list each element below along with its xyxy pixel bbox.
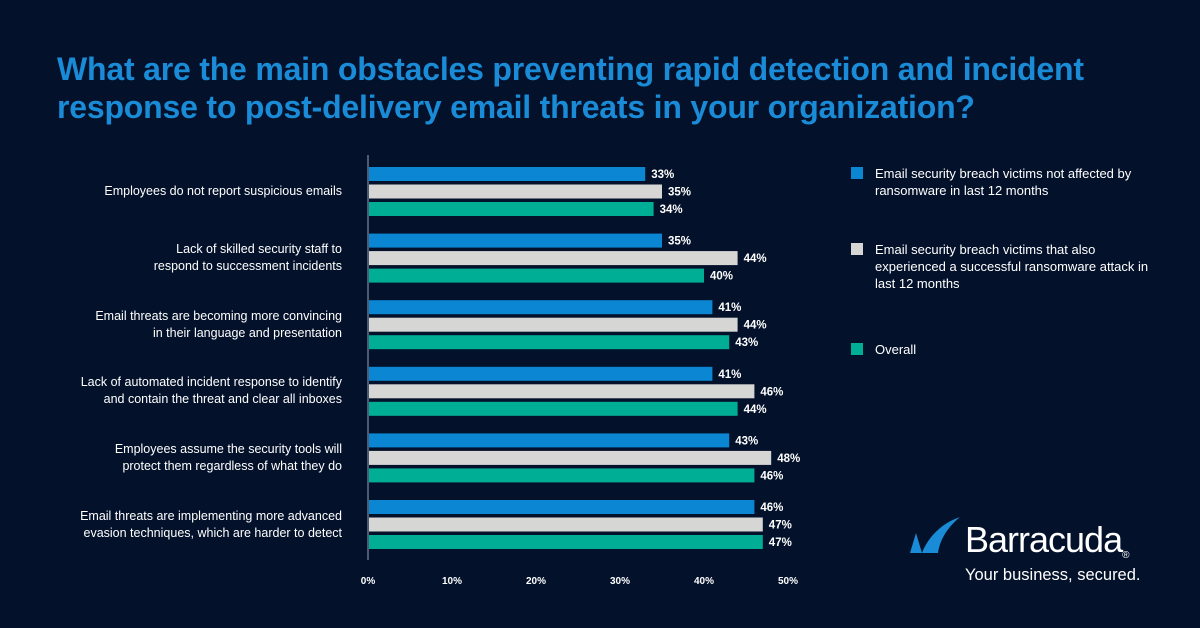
bar-value-label: 44%	[744, 404, 767, 416]
bar	[369, 251, 738, 266]
category-label-line: and contain the threat and clear all inb…	[103, 392, 342, 407]
category-label-line: Employees assume the security tools will	[114, 441, 342, 456]
bar-value-label: 48%	[777, 453, 800, 465]
category-label-line: Email threats are implementing more adva…	[80, 508, 342, 523]
bar	[369, 517, 763, 532]
bar-value-label: 41%	[718, 302, 741, 314]
x-tick-label: 10%	[442, 576, 462, 587]
category-label: Email threats are becoming more convinci…	[22, 308, 342, 342]
bar	[369, 202, 654, 216]
category-label-line: Employees do not report suspicious email…	[104, 184, 342, 198]
x-tick-label: 50%	[778, 576, 798, 587]
legend-item: Email security breach victims not affect…	[851, 165, 1161, 199]
chart-title: What are the main obstacles preventing r…	[57, 51, 1084, 125]
x-tick-label: 20%	[526, 576, 546, 587]
bar	[369, 300, 713, 315]
bar-value-label: 46%	[760, 470, 783, 482]
bar	[369, 535, 763, 549]
category-label: Lack of automated incident response to i…	[22, 374, 342, 408]
bar	[369, 384, 755, 399]
category-label-line: Email threats are becoming more convinci…	[95, 308, 342, 323]
x-tick-label: 30%	[610, 576, 630, 587]
bar	[369, 468, 755, 483]
bar-value-label: 40%	[710, 271, 733, 283]
bar-value-label: 44%	[744, 253, 767, 265]
legend-item: Overall	[851, 341, 1161, 358]
bar-value-label: 35%	[668, 236, 691, 248]
bar	[369, 184, 662, 199]
category-label-line: in their language and presentation	[152, 325, 342, 340]
bar-value-label: 41%	[718, 369, 741, 381]
legend-label: Email security breach victims not affect…	[875, 166, 1132, 198]
bar-value-label: 35%	[668, 187, 691, 199]
bar-value-label: 46%	[760, 386, 783, 398]
bar-value-label: 43%	[735, 435, 758, 447]
legend-swatch	[851, 167, 863, 179]
bar-value-label: 47%	[769, 537, 792, 549]
bar-value-label: 34%	[660, 204, 683, 216]
bar	[369, 268, 704, 283]
bar	[369, 433, 730, 448]
category-label-line: evasion techniques, which are harder to …	[83, 525, 343, 540]
bar-value-label: 47%	[769, 520, 792, 532]
bar	[369, 366, 713, 381]
x-tick-label: 40%	[694, 576, 714, 587]
category-label: Employees do not report suspicious email…	[22, 183, 342, 200]
brand-name: Barracuda®	[965, 519, 1130, 561]
category-label-line: respond to successment incidents	[153, 259, 342, 274]
legend-swatch	[851, 343, 863, 355]
category-label: Email threats are implementing more adva…	[22, 508, 342, 542]
barracuda-fin-logo-icon	[910, 517, 960, 553]
legend-item: Email security breach victims that also …	[851, 241, 1161, 292]
category-label: Employees assume the security tools will…	[22, 441, 342, 475]
category-label-line: Lack of automated incident response to i…	[80, 375, 342, 390]
bar-value-label: 44%	[744, 320, 767, 332]
brand-tagline: Your business, secured.	[965, 566, 1141, 584]
bar	[369, 450, 772, 465]
bar-value-label: 43%	[735, 337, 758, 349]
bar-value-label: 33%	[651, 169, 674, 181]
bar	[369, 401, 738, 416]
bar	[369, 500, 755, 514]
bar	[369, 335, 730, 350]
category-label-line: Lack of skilled security staff to	[176, 242, 342, 257]
category-label: Lack of skilled security staff to respond…	[22, 241, 342, 275]
x-tick-label: 0%	[361, 576, 376, 587]
category-label-line: protect them regardless of what they do	[122, 458, 342, 473]
legend-swatch	[851, 243, 863, 255]
legend-label: Overall	[875, 342, 917, 357]
bar-value-label: 46%	[760, 502, 783, 514]
legend-label: Email security breach victims that also …	[875, 242, 1149, 291]
bar	[369, 317, 738, 332]
brand-wordmark: Barracuda	[965, 519, 1123, 560]
bar	[369, 167, 646, 181]
bar	[369, 233, 662, 248]
registered-mark: ®	[1122, 550, 1129, 561]
